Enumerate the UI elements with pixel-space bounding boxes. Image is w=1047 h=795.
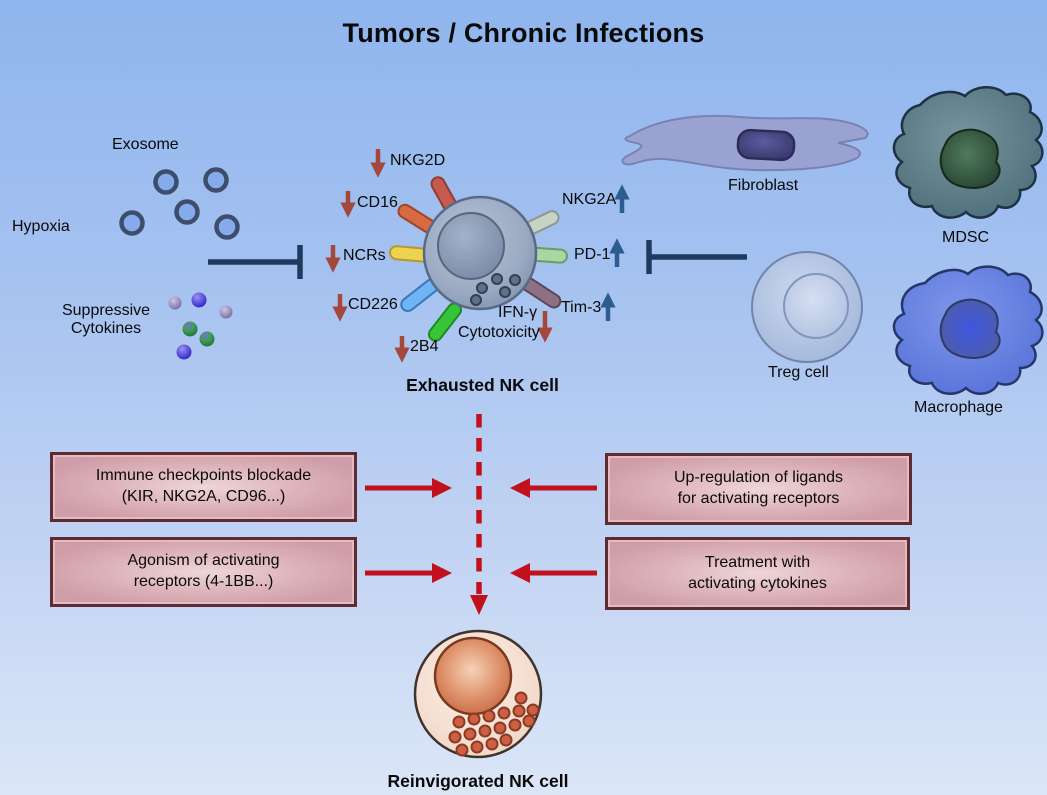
macrophage-label: Macrophage [914, 399, 1003, 416]
receptor-label-cd16: CD16 [357, 194, 398, 211]
therapy-box-agonism: Agonism of activating receptors (4-1BB..… [50, 537, 357, 607]
exhausted-nk-cell-icon [389, 176, 568, 342]
therapy-box-line2: (KIR, NKG2A, CD96...) [121, 488, 286, 505]
therapy-box-activating-cytokines: Treatment with activating cytokines [605, 537, 910, 610]
downregulation-arrows [325, 149, 553, 363]
treg-label: Treg cell [768, 364, 829, 381]
exosome-label: Exosome [112, 136, 179, 153]
upregulation-arrows [600, 184, 630, 321]
therapy-box-checkpoint-blockade: Immune checkpoints blockade (KIR, NKG2A,… [50, 452, 357, 522]
cytotoxicity-label: Cytotoxicity [458, 324, 540, 341]
receptor-label-nkg2a: NKG2A [562, 191, 617, 208]
therapy-box-line2: receptors (4-1BB...) [133, 573, 274, 590]
exosome-vesicles-icon [119, 167, 240, 240]
receptor-label-tim3: Tim-3 [561, 299, 602, 316]
therapy-box-ligand-upregulation: Up-regulation of ligands for activating … [605, 453, 912, 525]
receptor-label-ncrs: NCRs [343, 247, 386, 264]
therapy-box-line1: Up-regulation of ligands [674, 469, 843, 487]
therapy-box-line1: Treatment with [704, 553, 811, 571]
reinvigorated-nk-cell-icon [413, 629, 543, 759]
suppressive-cytokines-line1: Suppressive [61, 302, 151, 319]
fibroblast-label: Fibroblast [728, 177, 799, 194]
fibroblast-icon [621, 114, 869, 172]
reinvigoration-dashed-arrow [470, 414, 488, 615]
mdsc-label: MDSC [942, 229, 990, 246]
exhausted-nk-caption: Exhausted NK cell [406, 375, 559, 395]
therapy-arrows [365, 478, 597, 583]
therapy-box-line1: Immune checkpoints blockade [95, 467, 312, 485]
therapy-box-line1: Agonism of activating [127, 552, 280, 570]
receptor-label-cd226: CD226 [348, 296, 398, 313]
suppressive-cytokines-line2: Cytokines [70, 320, 142, 337]
reinvigorated-nk-caption: Reinvigorated NK cell [387, 771, 569, 791]
receptor-label-nkg2d: NKG2D [390, 152, 446, 169]
macrophage-icon [892, 265, 1044, 395]
diagram-title: Tumors / Chronic Infections [342, 18, 705, 48]
receptor-label-2b4: 2B4 [410, 338, 439, 355]
hypoxia-label: Hypoxia [12, 218, 70, 235]
left-inhibition-bar [208, 245, 303, 279]
treg-cell-icon [751, 251, 863, 363]
right-inhibition-bar [646, 240, 747, 274]
ifn-gamma-label: IFN-γ [498, 304, 538, 321]
mdsc-icon [892, 86, 1044, 219]
suppressive-cytokines-icon [168, 292, 233, 360]
therapy-box-line2: activating cytokines [688, 574, 827, 592]
suppressive-cytokines-label: Suppressive Cytokines [40, 302, 172, 338]
receptor-label-pd1: PD-1 [574, 246, 611, 263]
therapy-box-line2: for activating receptors [677, 490, 840, 507]
